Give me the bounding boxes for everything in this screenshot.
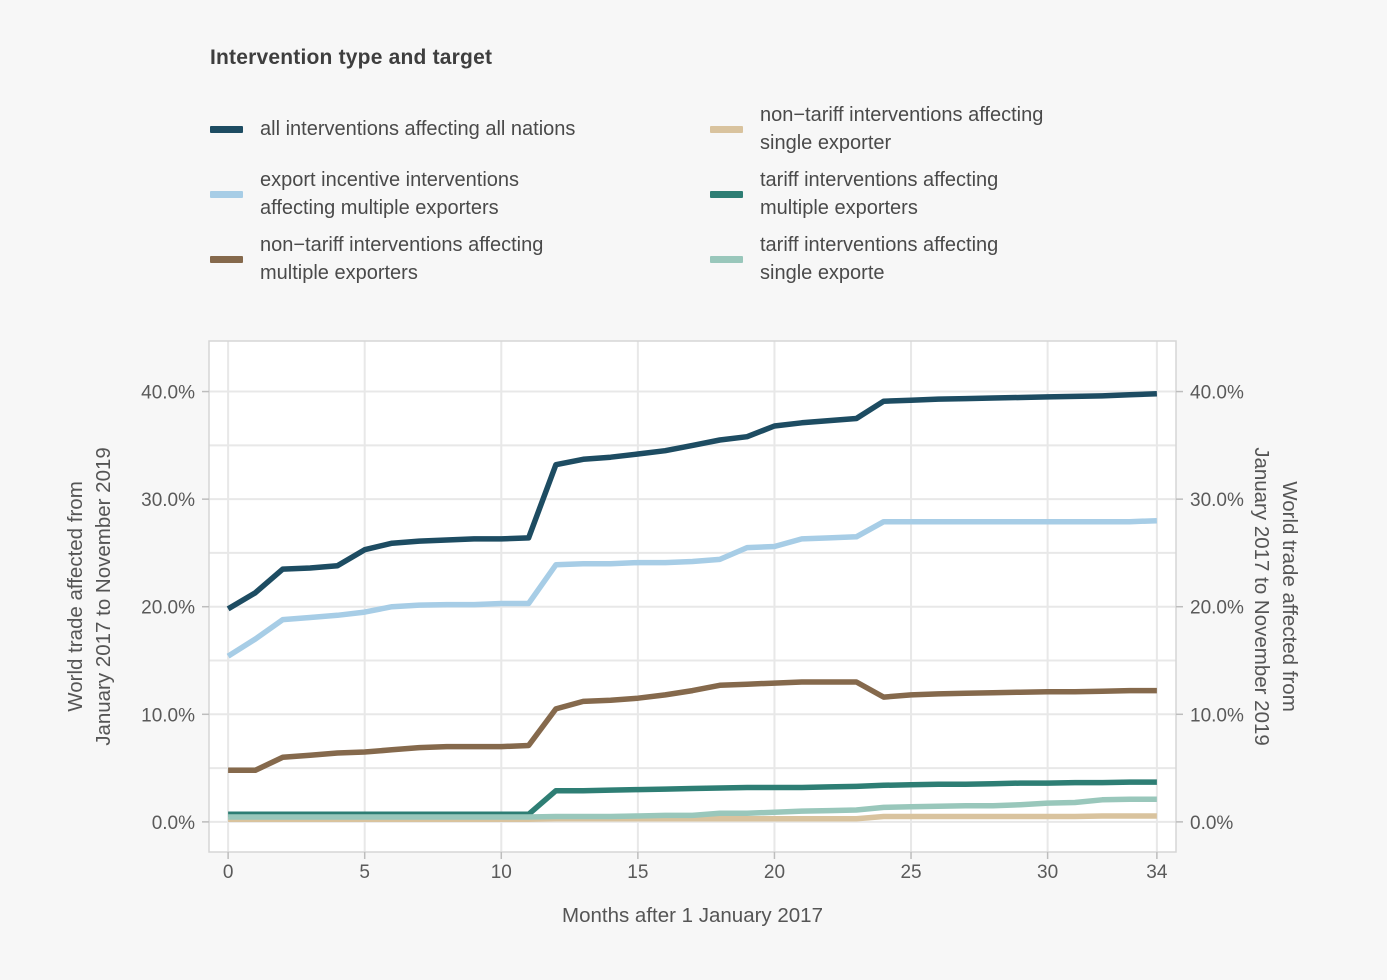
series-line-tariff-single <box>228 796 1157 820</box>
legend-swatch-non-tariff-single <box>710 125 743 133</box>
x-tick-label: 25 <box>900 862 921 883</box>
x-tick-label: 0 <box>223 862 234 883</box>
y-tick-label-right: 0.0% <box>1190 813 1233 834</box>
y-tick-label-right: 10.0% <box>1190 705 1244 726</box>
y-tick-label-left: 10.0% <box>141 705 195 726</box>
x-tick-label: 10 <box>491 862 512 883</box>
legend-swatch-export-incentive-multiple <box>210 190 243 198</box>
legend-column: non−tariff interventions affecting single… <box>710 101 1210 287</box>
legend-swatch-tariff-single <box>710 255 743 263</box>
axis-tick-labels: 0.0% 0.0% 10.0% 10.0% 20.0% 20.0% 30.0% 30.0% 40… <box>141 383 1244 883</box>
legend-label: tariff interventions affecting single exp… <box>760 234 999 284</box>
x-tick-label: 34 <box>1146 862 1168 883</box>
legend-item-all-interventions: all interventions affecting all nations <box>210 101 710 157</box>
legend-item-tariff-multiple: tariff interventions affecting multiple e… <box>710 166 1210 222</box>
x-tick-label: 5 <box>359 862 370 883</box>
x-tick-label: 15 <box>627 862 648 883</box>
y-tick-label-right: 40.0% <box>1190 383 1244 404</box>
axis-ticks <box>202 390 1183 859</box>
legend-item-non-tariff-multiple: non−tariff interventions affecting multip… <box>210 231 710 287</box>
axis-titles: Months after 1 January 2017 World trade a… <box>64 447 1301 927</box>
legend-label: export incentive interventions affecting … <box>260 169 520 219</box>
legend-column: all interventions affecting all nations e… <box>210 101 710 287</box>
legend-swatch-non-tariff-multiple <box>210 255 243 263</box>
legend-title: Intervention type and target <box>210 46 493 69</box>
series-line-non-tariff-multiple <box>228 679 1157 773</box>
y-tick-label-right: 20.0% <box>1190 598 1244 619</box>
legend: all interventions affecting all nations e… <box>210 101 1210 287</box>
plot-panel-border <box>208 340 1177 853</box>
legend-label: all interventions affecting all nations <box>260 118 576 140</box>
legend-swatch-tariff-multiple <box>710 190 743 198</box>
y-axis-title-left: World trade affected from January 2017 to… <box>64 447 115 746</box>
y-axis-title-left-text: World trade affected from January 2017 to… <box>64 447 115 746</box>
y-tick-label-left: 30.0% <box>141 490 195 511</box>
plot-panel <box>209 341 1176 852</box>
gridlines <box>209 341 1176 852</box>
legend-label: non−tariff interventions affecting single… <box>760 104 1044 154</box>
y-axis-title-right: World trade affected fromJanuary 2017 to… <box>1250 447 1301 746</box>
series-line-export-incentive-multiple <box>226 517 1158 659</box>
legend-item-non-tariff-single: non−tariff interventions affecting single… <box>710 101 1210 157</box>
x-axis-title: Months after 1 January 2017 <box>562 904 823 927</box>
legend-swatch-all-interventions <box>210 125 243 133</box>
legend-item-tariff-single: tariff interventions affecting single exp… <box>710 231 1210 287</box>
x-tick-label: 30 <box>1037 862 1058 883</box>
y-tick-label-left: 0.0% <box>152 813 195 834</box>
legend-label: non−tariff interventions affecting multip… <box>260 234 544 284</box>
x-tick-label: 20 <box>764 862 785 883</box>
series-lines <box>226 390 1158 822</box>
y-axis-title-right-text: World trade affected fromJanuary 2017 to… <box>1250 447 1301 746</box>
legend-label: tariff interventions affecting multiple e… <box>760 169 999 219</box>
y-tick-label-left: 20.0% <box>141 598 195 619</box>
series-line-all-interventions <box>226 390 1158 612</box>
y-tick-label-right: 30.0% <box>1190 490 1244 511</box>
y-tick-label-left: 40.0% <box>141 383 195 404</box>
legend-item-export-incentive-multiple: export incentive interventions affecting … <box>210 166 710 222</box>
